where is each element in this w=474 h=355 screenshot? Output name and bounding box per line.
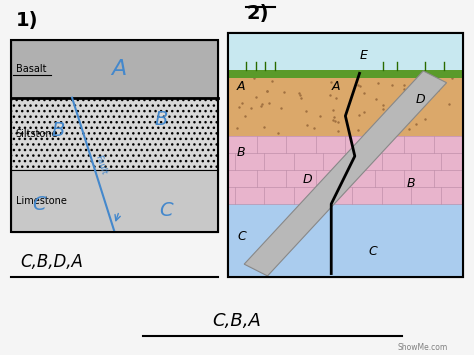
Text: Basalt: Basalt [16,64,46,74]
Text: Siltstone: Siltstone [16,129,58,139]
Text: Fault: Fault [93,154,108,176]
Bar [228,136,463,204]
Bar [228,204,463,277]
Text: C: C [32,195,46,214]
Bar [228,33,463,70]
Text: D: D [416,93,426,106]
Bar [228,33,463,277]
Text: ShowMe.com: ShowMe.com [397,343,447,352]
Text: 2): 2) [246,4,269,23]
Text: B: B [237,146,246,159]
Text: C: C [369,245,378,258]
Text: C,B,D,A: C,B,D,A [20,252,83,271]
Text: E: E [359,49,367,62]
Bar [11,40,218,98]
Text: C,B,A: C,B,A [212,312,262,330]
Text: D: D [303,174,312,186]
Text: B: B [51,121,64,140]
Text: B: B [155,110,168,129]
Text: A: A [111,59,127,79]
Bar [228,70,463,136]
Text: B: B [407,177,415,190]
Text: C: C [237,230,246,244]
Bar [228,70,463,77]
Text: 1): 1) [16,11,38,30]
Text: A: A [331,80,340,93]
Bar [11,170,218,232]
Bar [11,40,218,232]
Bar [228,33,463,277]
Text: A: A [237,80,246,93]
Bar [11,98,218,170]
Polygon shape [244,71,447,276]
Text: C: C [160,201,173,220]
Text: Limestone: Limestone [16,196,66,206]
